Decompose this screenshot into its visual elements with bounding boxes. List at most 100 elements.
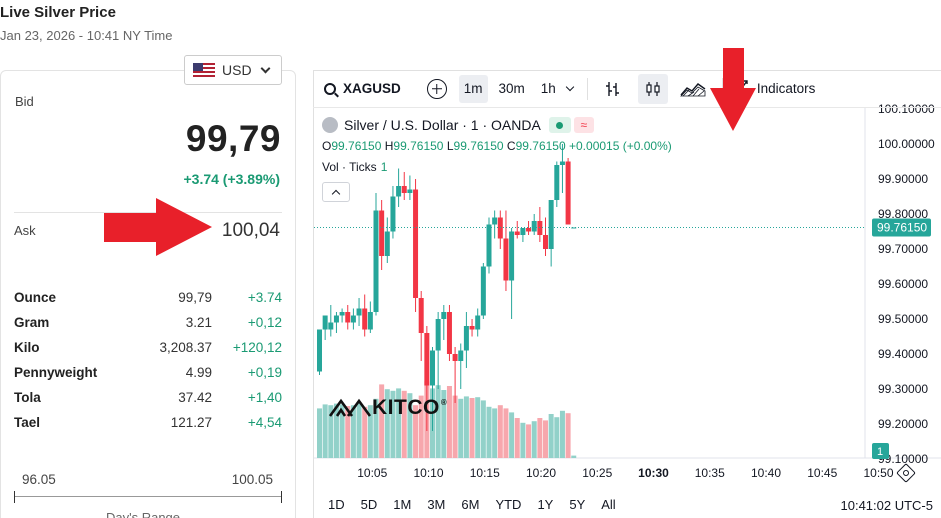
toolbar-separator	[721, 77, 723, 100]
unit-change: +120,12	[232, 340, 282, 355]
unit-row-gram: Gram 3.21 +0,12	[14, 310, 282, 335]
collapse-legend-button[interactable]	[322, 182, 350, 202]
interval-30m[interactable]: 30m	[498, 81, 525, 96]
ask-price: 100,04	[221, 220, 280, 241]
symbol-label: XAGUSD	[343, 81, 401, 96]
bar-style-icon[interactable]	[598, 74, 628, 104]
volume-bar	[497, 405, 503, 458]
period-5d[interactable]: 5D	[360, 496, 378, 512]
interval-1m[interactable]: 1m	[458, 74, 488, 103]
candle-body	[475, 315, 481, 330]
volume-bar	[350, 405, 356, 458]
time-tick-label: 10:15	[470, 466, 500, 480]
candle-body	[350, 315, 356, 323]
volume-bar	[362, 406, 368, 458]
volume-bar	[520, 422, 526, 458]
period-ytd[interactable]: YTD	[495, 496, 522, 512]
ohlc-readout: O99.76150 H99.76150 L99.76150 C99.76150 …	[322, 139, 672, 153]
volume-bar	[401, 390, 407, 458]
volume-bar	[384, 389, 390, 458]
candle-body	[537, 221, 543, 235]
time-tick-label: 10:20	[526, 466, 556, 480]
symbol-search[interactable]: XAGUSD	[324, 81, 401, 96]
last-price-badge	[872, 218, 931, 237]
candle-body	[520, 228, 526, 235]
unit-name: Tael	[14, 415, 41, 430]
candle-body	[514, 231, 520, 235]
status-dot-icon	[556, 121, 564, 129]
chevron-down-icon[interactable]	[565, 82, 575, 91]
unit-price: 37.42	[178, 390, 212, 405]
candle-body	[492, 217, 498, 225]
volume-bar	[565, 413, 571, 458]
unit-price: 121.27	[170, 415, 212, 430]
candle-body	[435, 319, 441, 351]
candle-body	[373, 210, 379, 312]
ohlc-low-label: L	[446, 139, 454, 153]
period-1m[interactable]: 1M	[393, 496, 412, 512]
volume-bar	[469, 398, 475, 458]
kitco-text: KITCO	[372, 396, 440, 419]
chart-legend-title: Silver / U.S. Dollar · 1 · OANDA ≈	[322, 117, 594, 133]
area-style-icon[interactable]	[678, 74, 708, 104]
volume-bar	[531, 421, 537, 458]
ohlc-low: 99.76150	[453, 139, 504, 153]
ohlc-high-label: H	[384, 139, 394, 153]
time-tick-label: 10:40	[751, 466, 781, 480]
unit-name: Pennyweight	[14, 365, 98, 380]
volume-bar	[526, 424, 532, 458]
currency-select[interactable]: USD	[184, 55, 282, 85]
price-tick-label: 100.10000	[878, 102, 935, 116]
candle-body	[424, 333, 430, 386]
volume-bar	[537, 418, 543, 458]
toolbar-separator	[586, 77, 588, 100]
volume-legend: Vol · Ticks 1	[322, 160, 387, 174]
time-tick-label: 10:05	[357, 466, 387, 480]
volume-bar	[373, 398, 379, 458]
price-tick-label: 99.60000	[878, 277, 928, 291]
indicators-icon	[731, 79, 749, 98]
candle-body	[345, 312, 351, 323]
unit-price: 99,79	[178, 290, 212, 305]
volume-bar	[503, 408, 509, 458]
candle-body	[452, 354, 458, 361]
volume-bar	[554, 417, 560, 458]
volume-bar	[345, 406, 351, 458]
interval-1h[interactable]: 1h	[540, 81, 556, 96]
time-tick-label: 10:25	[582, 466, 612, 480]
day-range-bar	[14, 491, 282, 503]
period-1y[interactable]: 1Y	[537, 496, 554, 512]
volume-bar	[559, 410, 565, 458]
chart-toolbar: XAGUSD 1m 30m 1h Indicators	[313, 70, 941, 108]
candle-body	[441, 312, 447, 319]
price-tick-label: 99.80000	[878, 207, 928, 221]
volume-bar	[475, 397, 481, 458]
indicators-button[interactable]: Indicators	[731, 79, 815, 98]
volume-bar	[328, 405, 334, 458]
volume-bar	[339, 404, 345, 458]
time-tick-label: 10:10	[413, 466, 443, 480]
ohlc-close: 99.76150	[515, 139, 566, 153]
currency-value: USD	[222, 62, 252, 78]
candle-body	[480, 266, 486, 316]
page-title: Live Silver Price	[0, 4, 116, 21]
period-6m[interactable]: 6M	[461, 496, 480, 512]
unit-row-tola: Tola 37.42 +1,40	[14, 385, 282, 410]
price-tick-label: 100.00000	[878, 137, 935, 151]
add-compare-icon[interactable]	[426, 78, 447, 99]
candle-body	[503, 238, 509, 281]
unit-change: +3.74	[247, 290, 282, 305]
candle-style-icon[interactable]	[637, 73, 668, 104]
period-3m[interactable]: 3M	[427, 496, 446, 512]
chart-clock[interactable]: 10:41:02 UTC-5	[840, 498, 934, 513]
price-tick-label: 99.20000	[878, 417, 928, 431]
volume-bar	[571, 455, 577, 458]
period-5y[interactable]: 5Y	[569, 496, 586, 512]
market-open-badge[interactable]	[548, 117, 571, 133]
period-all[interactable]: All	[601, 496, 616, 512]
candle-body	[486, 224, 492, 267]
period-1d[interactable]: 1D	[328, 496, 345, 512]
price-tick-label: 99.10000	[878, 452, 928, 466]
wave-icon[interactable]: ≈	[573, 117, 594, 133]
